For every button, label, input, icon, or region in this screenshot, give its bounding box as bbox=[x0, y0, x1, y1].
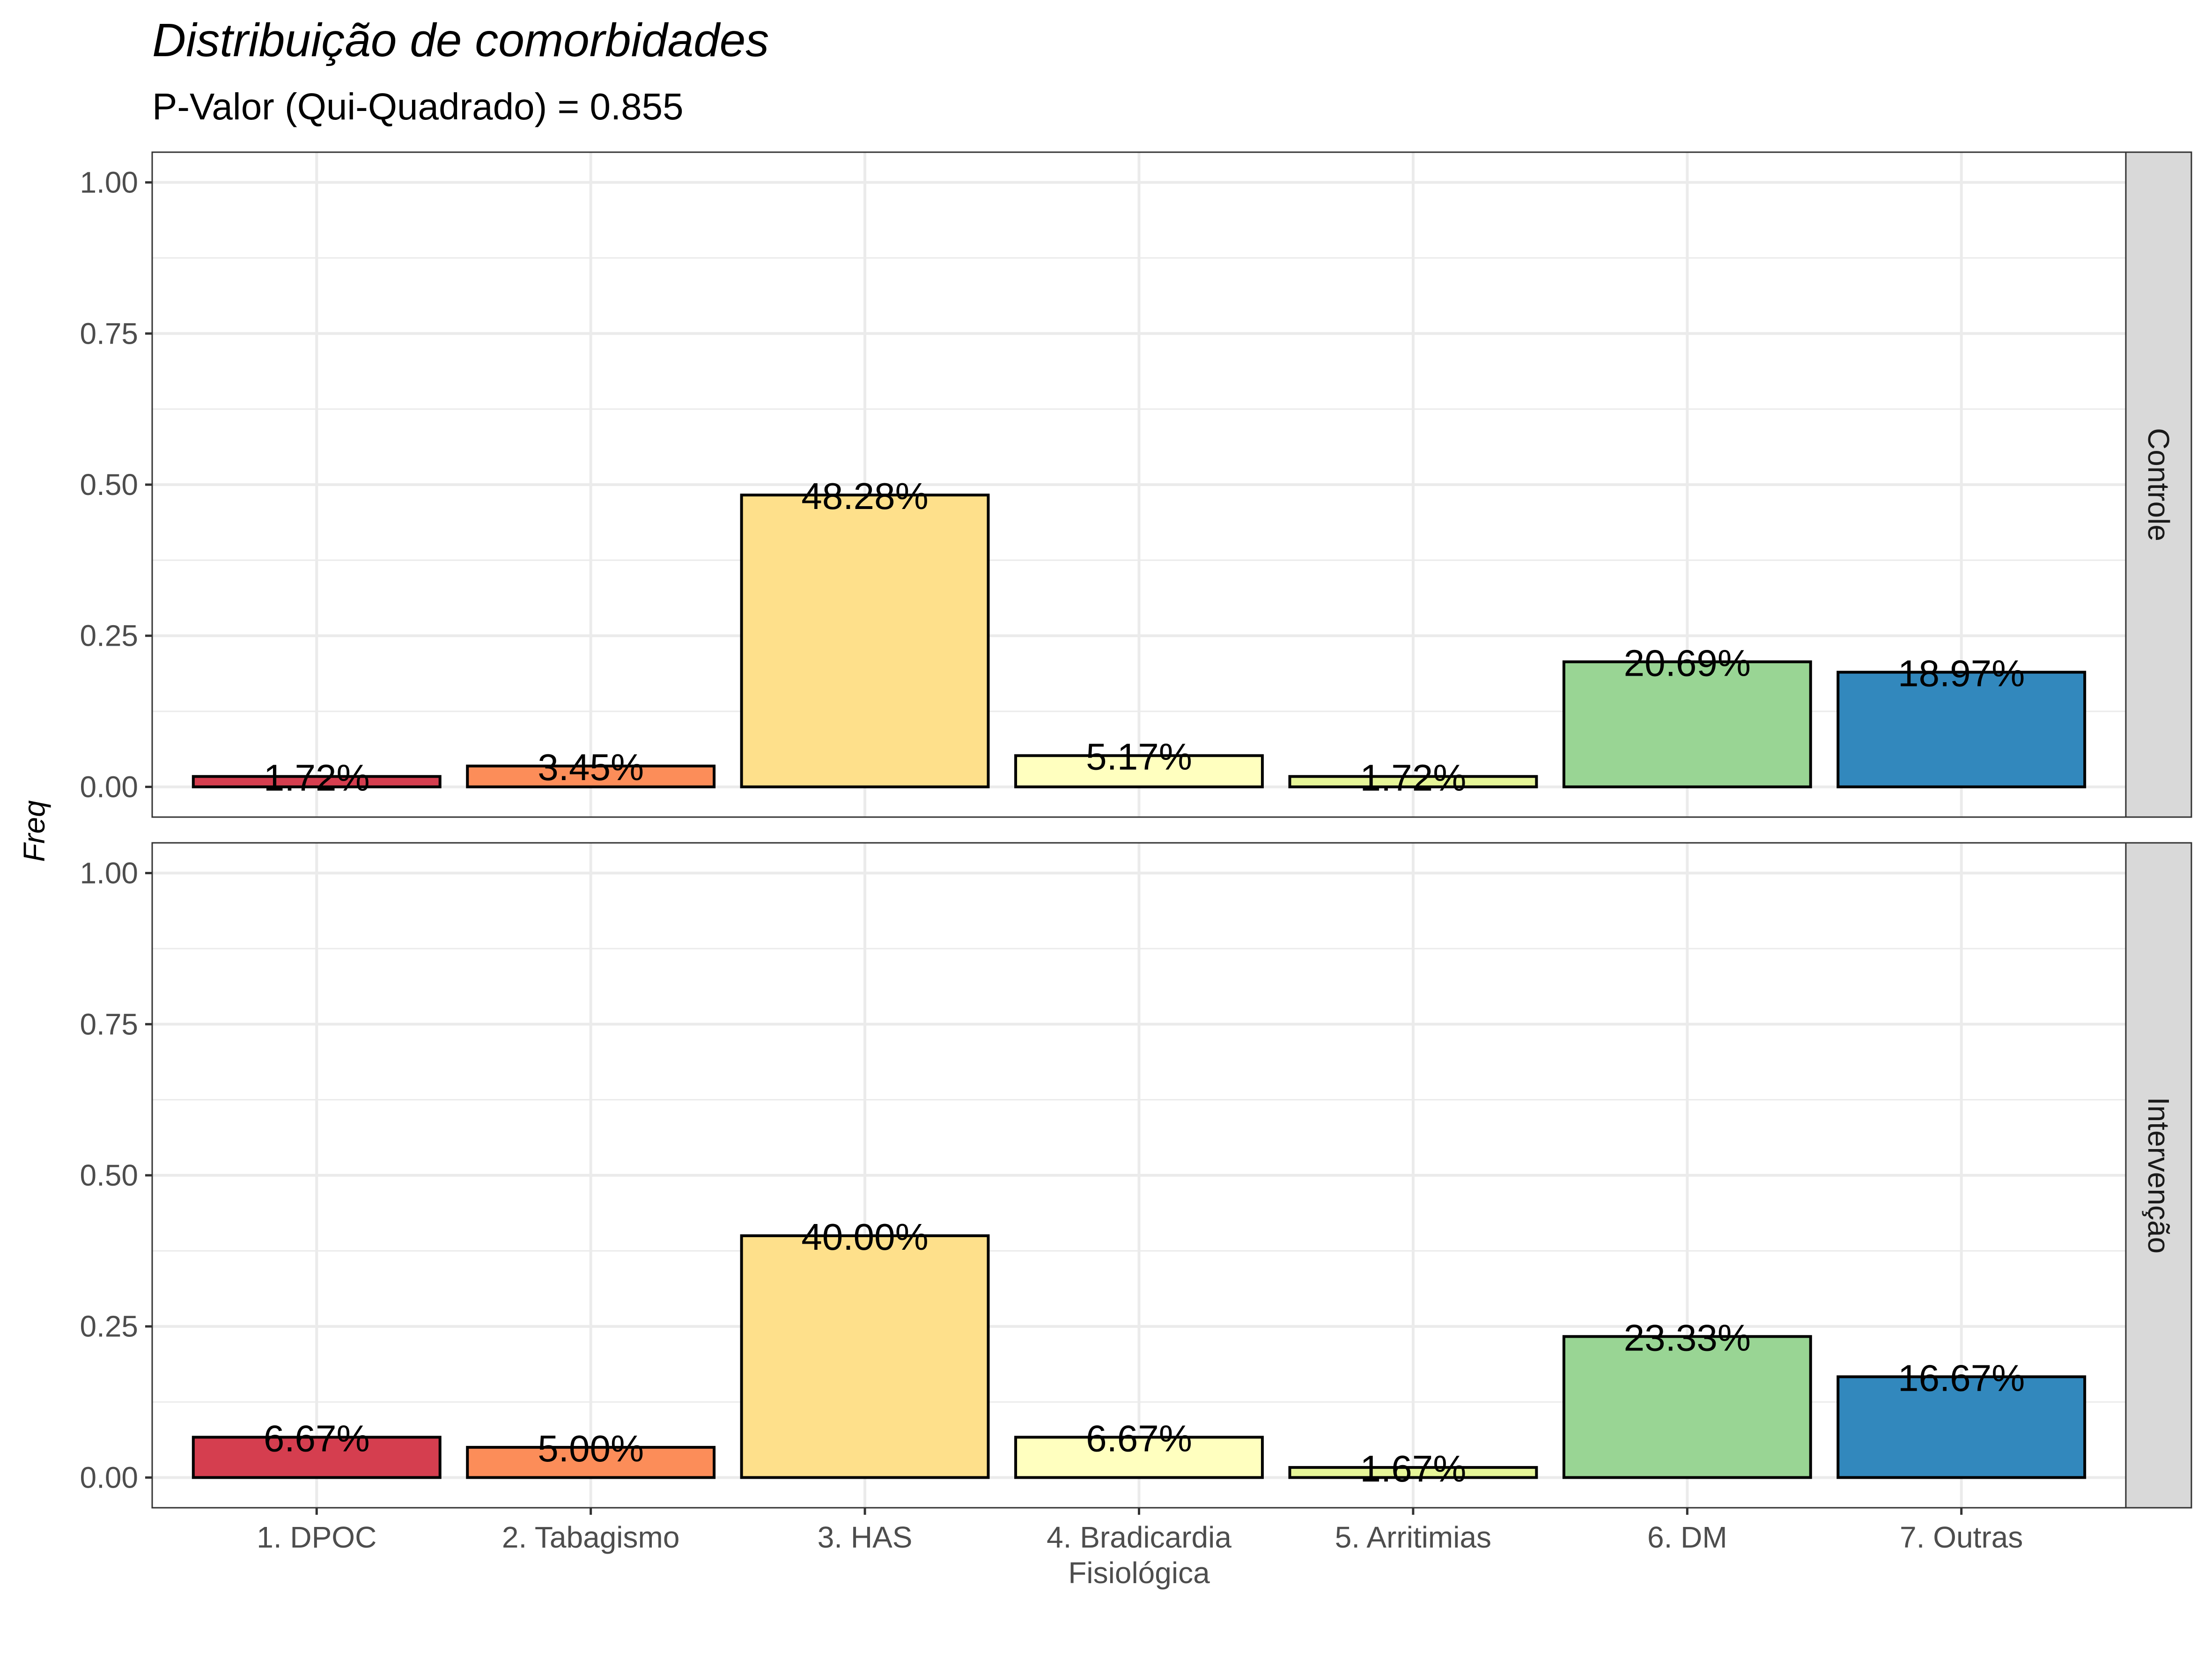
facet-strip bbox=[2125, 842, 2192, 1509]
bar bbox=[466, 1445, 716, 1479]
y-tick-label: 0.75 bbox=[80, 1007, 138, 1041]
x-tick-label: 6. DM bbox=[1647, 1520, 1727, 1554]
y-axis-title: Freq bbox=[17, 800, 51, 862]
bar bbox=[192, 775, 442, 789]
y-tick-label: 0.50 bbox=[80, 468, 138, 501]
bar-value-label: 1.67% bbox=[1360, 1448, 1466, 1489]
x-tick-label: 3. HAS bbox=[818, 1520, 913, 1554]
y-tick-label: 0.00 bbox=[80, 1460, 138, 1494]
bar bbox=[1288, 775, 1538, 789]
bar-value-label: 23.33% bbox=[1624, 1317, 1751, 1358]
y-tick-label: 0.25 bbox=[80, 619, 138, 653]
bar-value-label: 18.97% bbox=[1898, 653, 2025, 694]
bar-value-label: 6.67% bbox=[1086, 1417, 1192, 1459]
y-tick-label: 1.00 bbox=[80, 166, 138, 199]
bar-value-label: 16.67% bbox=[1898, 1357, 2025, 1399]
bar-value-label: 3.45% bbox=[538, 746, 644, 788]
bar bbox=[740, 494, 990, 789]
bar bbox=[1288, 1466, 1538, 1479]
facet-strip-label: Intervenção bbox=[2142, 1097, 2175, 1253]
bar bbox=[1562, 1335, 1812, 1479]
bar bbox=[1836, 671, 2087, 789]
bar-value-label: 1.72% bbox=[1360, 757, 1466, 798]
x-tick-label: 4. Bradicardia Fisiológica bbox=[1047, 1520, 1231, 1590]
x-tick-label: 7. Outras bbox=[1900, 1520, 2023, 1554]
bar bbox=[740, 1234, 990, 1479]
y-tick-label: 0.75 bbox=[80, 317, 138, 350]
bar-value-label: 48.28% bbox=[801, 475, 928, 517]
bar bbox=[466, 764, 716, 789]
bar bbox=[1014, 1436, 1264, 1479]
bar-value-label: 1.72% bbox=[264, 757, 370, 798]
facet-strip bbox=[2125, 151, 2192, 818]
bar bbox=[1562, 660, 1812, 789]
y-tick-label: 0.25 bbox=[80, 1310, 138, 1343]
bar-value-label: 40.00% bbox=[801, 1216, 928, 1258]
bar bbox=[1014, 754, 1264, 789]
bar-value-label: 6.67% bbox=[264, 1417, 370, 1459]
x-tick-label: 5. Arritimias bbox=[1335, 1520, 1491, 1554]
bar bbox=[192, 1436, 442, 1479]
bar-value-label: 20.69% bbox=[1624, 642, 1751, 684]
y-tick-label: 0.00 bbox=[80, 770, 138, 804]
bar bbox=[1836, 1375, 2087, 1479]
x-tick-label: 1. DPOC bbox=[257, 1520, 376, 1554]
y-tick-label: 0.50 bbox=[80, 1158, 138, 1192]
bar-value-label: 5.17% bbox=[1086, 736, 1192, 778]
chart-title: Distribuição de comorbidades bbox=[152, 14, 769, 66]
facet-strip-label: Controle bbox=[2142, 428, 2175, 541]
panels: 1.72% 3.45% 48.28% 5.17% 1.72% 20.69% 18.97% 0.… bbox=[80, 151, 2192, 1590]
chart-subtitle: P-Valor (Qui-Quadrado) = 0.855 bbox=[152, 86, 684, 127]
y-tick-label: 1.00 bbox=[80, 856, 138, 890]
bar-value-label: 5.00% bbox=[538, 1428, 644, 1469]
x-tick-label: 2. Tabagismo bbox=[502, 1520, 680, 1554]
